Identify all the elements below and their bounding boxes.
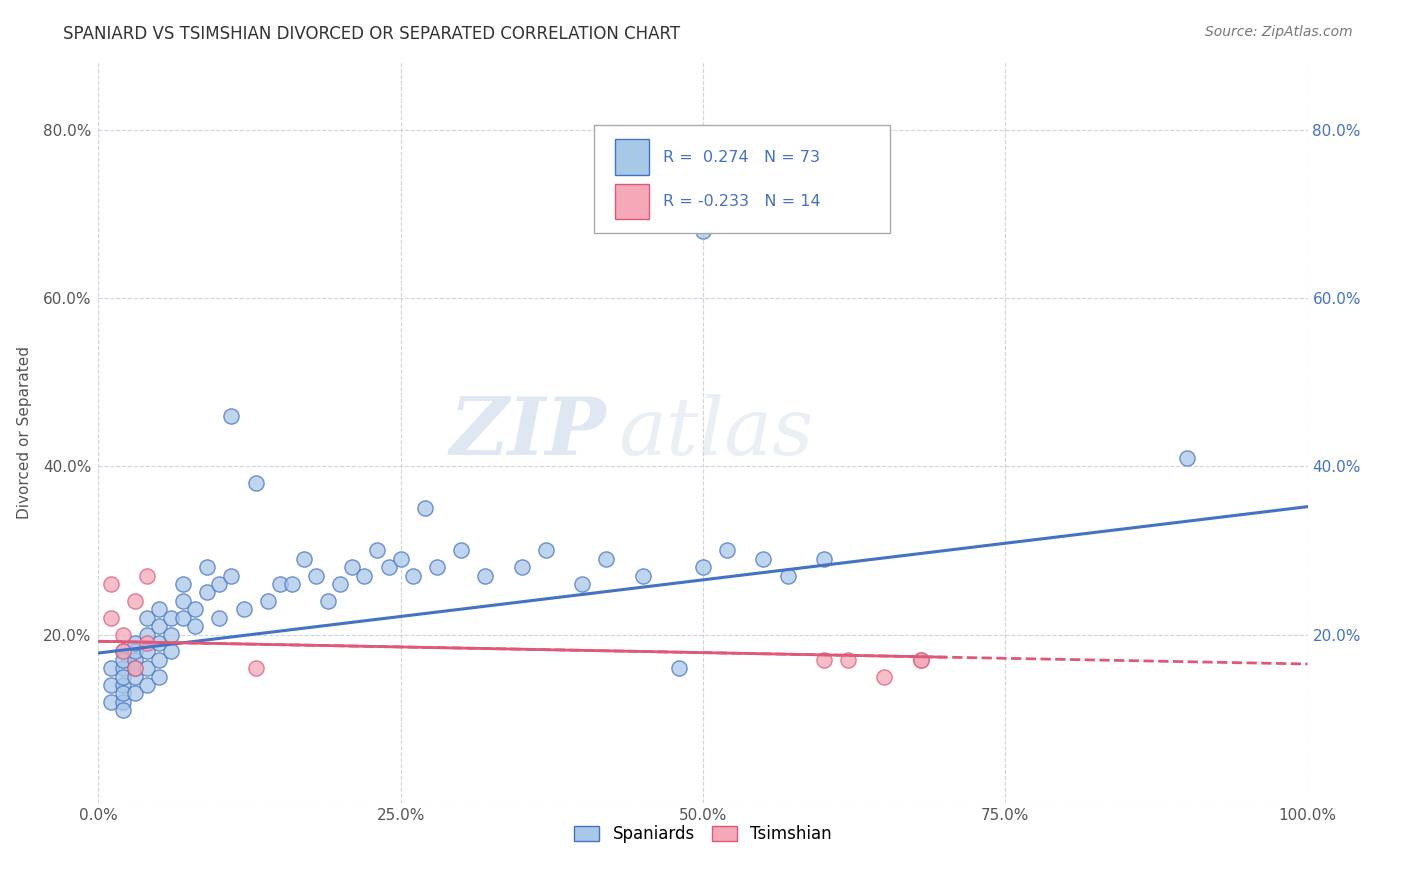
Text: atlas: atlas [619,394,814,471]
Point [124,644,146,658]
Bar [614,139,648,175]
Point [813,551,835,566]
Point [776,568,799,582]
Point [160,627,183,641]
Point [534,543,557,558]
Point [316,594,339,608]
Point [111,703,134,717]
Point [366,543,388,558]
Point [148,636,170,650]
Point [124,636,146,650]
Point [135,661,157,675]
Point [111,661,134,675]
Point [402,568,425,582]
Point [716,543,738,558]
Point [692,560,714,574]
Point [1175,450,1198,465]
Point [124,661,146,675]
Point [100,695,122,709]
Point [135,636,157,650]
Point [111,670,134,684]
Text: R = -0.233   N = 14: R = -0.233 N = 14 [664,194,821,209]
Point [148,653,170,667]
Point [256,594,278,608]
Point [281,577,304,591]
Point [111,644,134,658]
Point [148,602,170,616]
Point [692,224,714,238]
Point [752,551,775,566]
Point [135,678,157,692]
Text: R =  0.274   N = 73: R = 0.274 N = 73 [664,150,820,165]
Point [208,610,231,624]
Point [100,678,122,692]
Point [111,644,134,658]
Point [873,670,896,684]
Point [292,551,315,566]
Point [413,501,436,516]
Point [571,577,593,591]
Text: ZIP: ZIP [450,394,606,471]
Point [342,560,364,574]
Point [172,594,194,608]
Point [837,653,859,667]
Point [221,409,243,423]
Point [124,594,146,608]
Point [135,644,157,658]
Point [184,619,207,633]
Point [426,560,449,574]
Point [245,661,267,675]
Point [100,610,122,624]
Point [450,543,472,558]
Point [910,653,932,667]
Point [124,661,146,675]
Bar [614,184,648,219]
Point [232,602,254,616]
Text: Source: ZipAtlas.com: Source: ZipAtlas.com [1205,25,1353,39]
Legend: Spaniards, Tsimshian: Spaniards, Tsimshian [568,819,838,850]
Text: SPANIARD VS TSIMSHIAN DIVORCED OR SEPARATED CORRELATION CHART: SPANIARD VS TSIMSHIAN DIVORCED OR SEPARA… [63,25,681,43]
Point [474,568,496,582]
Point [245,476,267,491]
Point [100,577,122,591]
Point [305,568,328,582]
Point [510,560,533,574]
Y-axis label: Divorced or Separated: Divorced or Separated [17,346,32,519]
Point [100,661,122,675]
Point [111,653,134,667]
Point [631,568,654,582]
Point [595,551,617,566]
Point [160,644,183,658]
Point [389,551,412,566]
Point [172,577,194,591]
Point [269,577,291,591]
FancyBboxPatch shape [595,126,890,233]
Point [353,568,375,582]
Point [195,585,218,599]
Point [124,686,146,700]
Point [111,678,134,692]
Point [148,670,170,684]
Point [124,653,146,667]
Point [329,577,352,591]
Point [148,619,170,633]
Point [377,560,399,574]
Point [184,602,207,616]
Point [135,610,157,624]
Point [111,686,134,700]
Point [111,695,134,709]
Point [111,627,134,641]
Point [668,661,690,675]
Point [195,560,218,574]
Point [124,670,146,684]
Point [221,568,243,582]
Point [172,610,194,624]
Point [208,577,231,591]
Point [160,610,183,624]
Point [135,568,157,582]
Point [910,653,932,667]
Point [135,627,157,641]
Point [813,653,835,667]
